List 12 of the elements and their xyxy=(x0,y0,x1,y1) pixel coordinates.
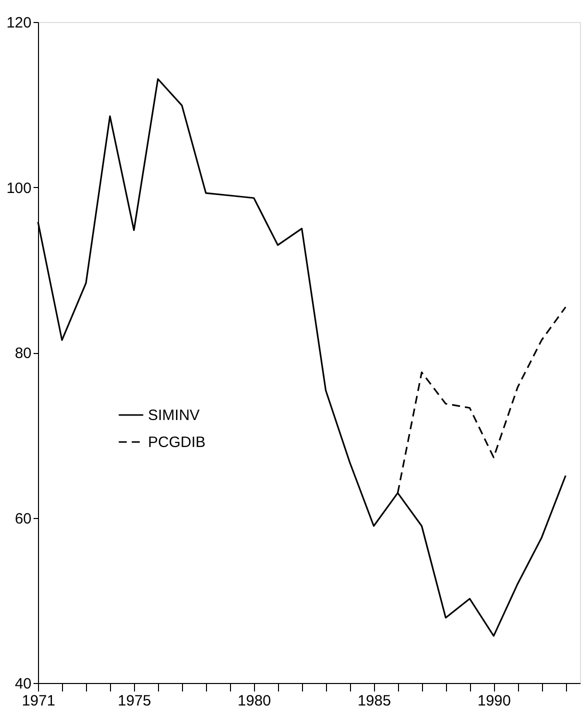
x-tick-label: 1971 xyxy=(22,692,56,710)
y-tick-label: 80 xyxy=(14,345,32,362)
legend-label: SIMINV xyxy=(148,407,200,424)
y-tick-label: 40 xyxy=(14,676,32,692)
legend-label: PCGDIB xyxy=(148,434,206,451)
x-tick-label: 1975 xyxy=(118,692,152,710)
y-tick-label: 120 xyxy=(6,14,32,32)
x-tick-label: 1980 xyxy=(238,692,272,710)
y-tick-label: 100 xyxy=(6,180,32,197)
x-tick-label: 1985 xyxy=(358,692,391,710)
y-tick-label: 60 xyxy=(14,510,32,528)
x-tick-label: 1990 xyxy=(477,692,511,710)
